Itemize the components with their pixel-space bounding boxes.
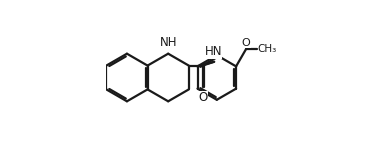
Text: NH: NH xyxy=(160,36,178,49)
Text: HN: HN xyxy=(205,45,222,58)
Text: CH₃: CH₃ xyxy=(258,44,277,54)
Text: O: O xyxy=(198,91,207,104)
Text: O: O xyxy=(242,38,250,48)
